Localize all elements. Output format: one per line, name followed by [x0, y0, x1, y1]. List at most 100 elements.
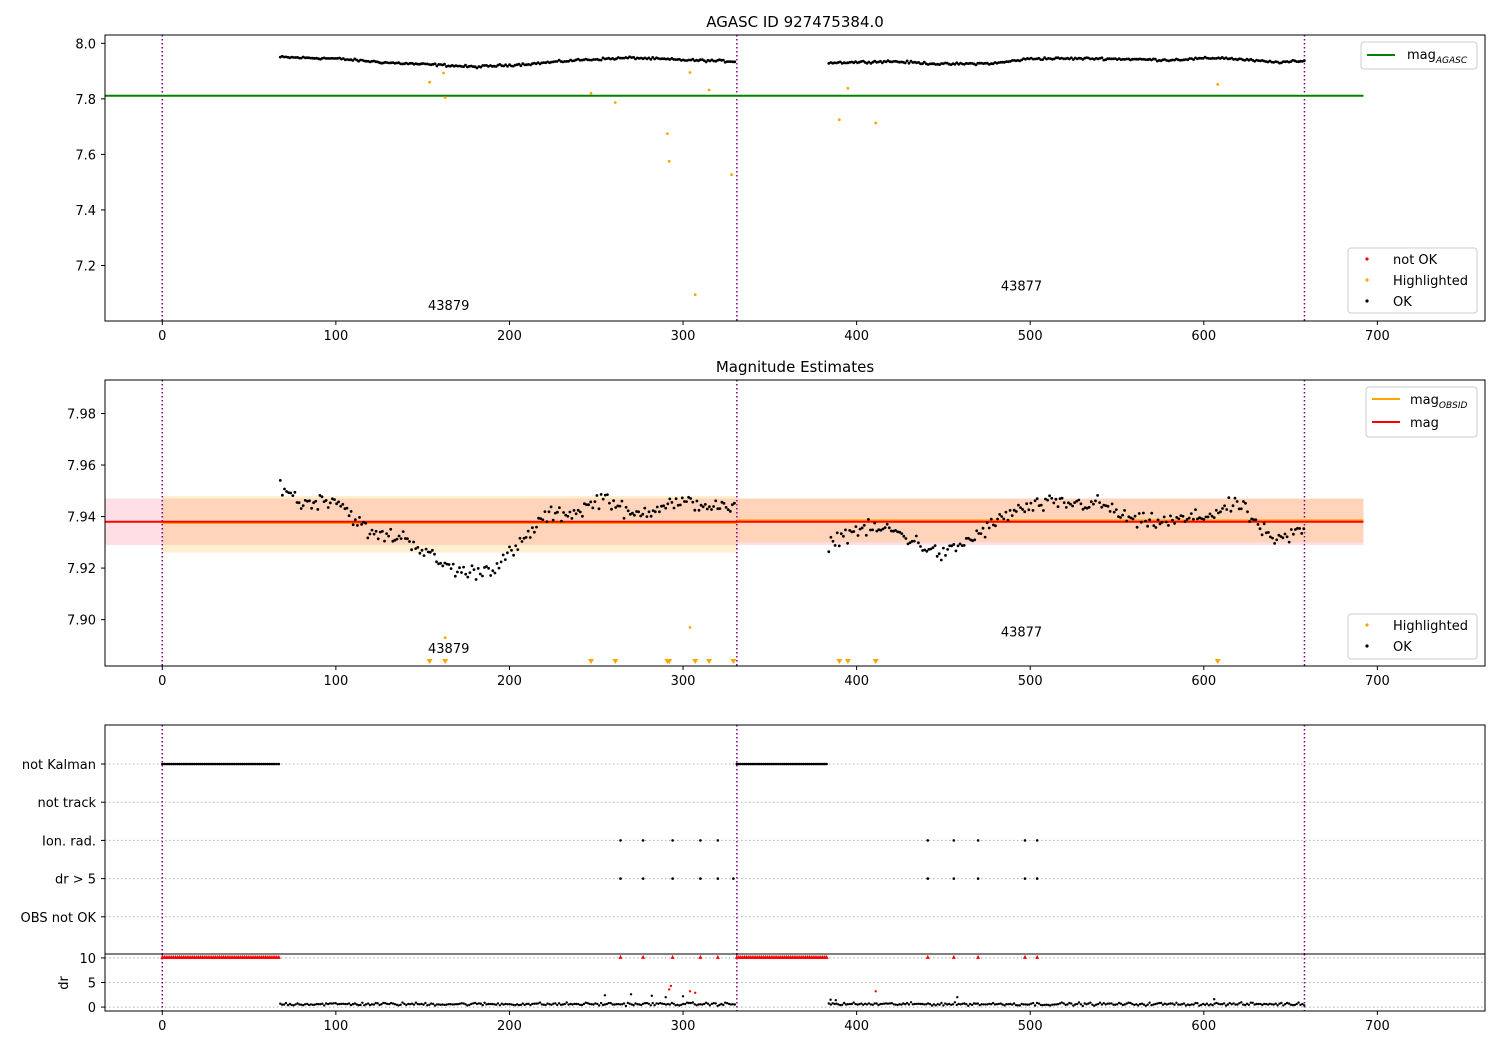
- y-tick-label: 7.4: [75, 204, 96, 219]
- dr-ok-point: [653, 1004, 656, 1007]
- dr-ok-point: [967, 1004, 970, 1007]
- flag-point: [208, 762, 212, 766]
- dr-ok-point: [418, 1003, 421, 1006]
- ok-point: [879, 528, 883, 532]
- ok-point: [1029, 501, 1033, 505]
- ok-point: [1110, 502, 1114, 506]
- ok-point: [1110, 57, 1113, 61]
- dr-ok-point: [443, 1003, 446, 1007]
- ok-point: [1281, 536, 1285, 540]
- ok-point: [903, 61, 907, 65]
- x-tick-label: 700: [1365, 329, 1390, 344]
- dr-ok-point: [668, 1003, 671, 1006]
- flag-point: [191, 762, 195, 766]
- ok-point: [1292, 532, 1295, 536]
- flag-point: [745, 762, 748, 766]
- dr-ok-point: [533, 1002, 536, 1005]
- ok-point: [588, 58, 591, 62]
- obsid-label: 43877: [1001, 625, 1042, 640]
- ok-point: [356, 524, 359, 527]
- ok-point: [412, 540, 415, 544]
- dr-ok-point: [361, 1001, 364, 1004]
- ok-point: [560, 519, 563, 523]
- highlighted-offscale-marker: [666, 659, 673, 664]
- ok-point: [475, 66, 479, 70]
- dr-ok-point: [995, 1003, 999, 1006]
- dr-ok-point: [531, 1002, 534, 1006]
- dr-ok-point: [311, 1003, 314, 1006]
- dr-ok-point: [1131, 1002, 1134, 1006]
- ok-point: [485, 565, 488, 568]
- flag-point: [756, 762, 760, 766]
- ok-point: [887, 526, 891, 530]
- ok-point: [410, 548, 413, 552]
- ok-point: [655, 505, 659, 509]
- ok-point: [622, 516, 626, 520]
- dr-ok-point: [569, 1002, 572, 1006]
- dr-ok-point: [892, 1003, 895, 1006]
- ok-point: [291, 494, 295, 497]
- dr-ok-point: [1064, 1003, 1067, 1006]
- dr-ok-point: [370, 1003, 374, 1006]
- ok-point: [303, 498, 307, 502]
- ok-point: [1187, 516, 1191, 520]
- ok-point: [1175, 516, 1179, 519]
- ok-point: [374, 529, 378, 533]
- ok-point: [328, 501, 332, 505]
- ok-point: [835, 531, 839, 535]
- flag-point: [162, 762, 166, 766]
- highlighted-offscale-marker: [692, 659, 699, 664]
- ok-point: [524, 536, 528, 539]
- ok-point: [1000, 515, 1004, 518]
- dr-ok-point: [1037, 1002, 1041, 1005]
- dr-ok-point: [1285, 1001, 1289, 1005]
- ok-point: [701, 505, 705, 509]
- dr-ok-point: [831, 1002, 834, 1005]
- dr-ok-point: [317, 1003, 320, 1006]
- dr-ok-point: [638, 1003, 641, 1006]
- ok-point: [324, 499, 328, 502]
- dr-ok-point: [1154, 1002, 1157, 1006]
- dr-ok-point: [445, 1003, 448, 1006]
- dr-ok-point: [378, 1003, 381, 1007]
- dr-ok-point: [727, 1002, 731, 1006]
- flag-point: [243, 762, 246, 766]
- dr-ok-point: [1093, 1004, 1096, 1007]
- dr-ok-point: [577, 1002, 580, 1006]
- dr-ok-point: [344, 1002, 347, 1006]
- ok-point: [1277, 533, 1281, 537]
- ok-point: [1048, 494, 1051, 498]
- flag-point: [817, 762, 821, 766]
- dr-ok-point: [355, 1003, 358, 1006]
- ok-point: [603, 493, 607, 497]
- dr-ok-point: [1161, 1003, 1165, 1006]
- dr-ok-point: [681, 995, 685, 998]
- flag-point: [952, 839, 956, 842]
- flag-point: [266, 762, 269, 766]
- y-tick-label: 7.96: [67, 459, 96, 474]
- flag-point: [254, 762, 258, 766]
- ok-point: [1252, 518, 1256, 521]
- dr-ok-point: [1144, 1004, 1148, 1007]
- dr-ok-point: [661, 1002, 664, 1005]
- ok-point: [1077, 498, 1081, 502]
- ok-point: [593, 500, 597, 503]
- ok-point: [1283, 532, 1287, 536]
- dr-ok-point: [978, 1004, 981, 1007]
- dr-ok-point: [1138, 1002, 1142, 1006]
- flag-row-label: Ion. rad.: [42, 834, 96, 849]
- dr-ok-point: [986, 1003, 989, 1006]
- dr-ok-point: [921, 1002, 924, 1006]
- ok-point: [383, 539, 386, 543]
- flag-point: [732, 877, 735, 880]
- flag-point: [792, 762, 796, 766]
- highlighted-offscale-marker: [588, 659, 594, 664]
- dr-ok-point: [722, 1003, 725, 1007]
- flag-point: [212, 762, 216, 766]
- dr-capped-marker: [976, 954, 981, 959]
- dr-ok-point: [487, 1002, 490, 1006]
- dr-ok-point: [1045, 1003, 1048, 1006]
- dr-ok-point: [456, 1003, 460, 1006]
- ok-point: [687, 495, 690, 499]
- ok-point: [491, 569, 495, 573]
